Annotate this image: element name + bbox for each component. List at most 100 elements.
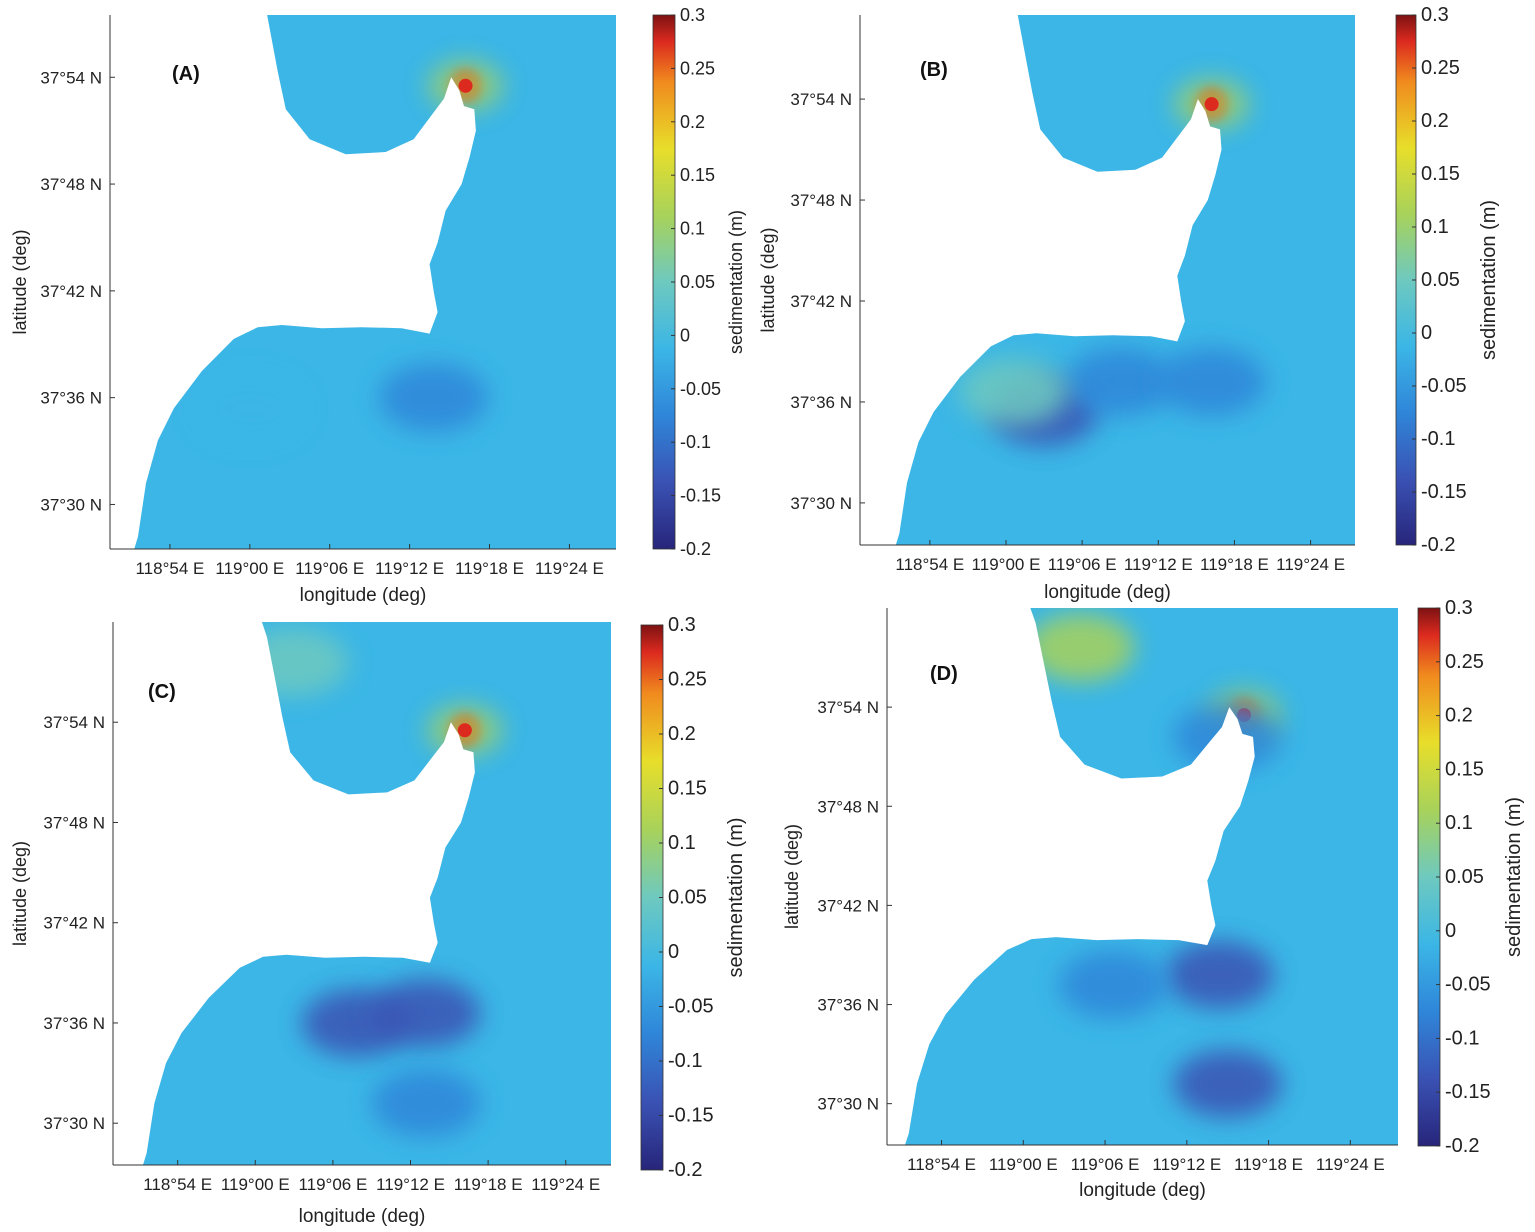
colorbar-tick-label: 0.25 [1445,651,1484,673]
sedimentation-anomaly-4 [1173,1049,1283,1118]
y-tick-label: 37°30 N [40,495,102,514]
y-tick-label: 37°36 N [40,389,102,408]
sedimentation-anomaly-3 [195,374,305,443]
colorbar-tick-label: 0.1 [1445,812,1473,834]
panel-label: (C) [148,681,176,703]
colorbar-tick-label: -0.1 [668,1050,702,1072]
colorbar-tick-label: 0.1 [680,219,705,239]
panel-a: 118°54 E 119°00 E 119°06 E 119°12 E 119°18 E… [10,5,746,606]
y-tick-label: 37°36 N [790,393,852,412]
x-tick-label: 118°54 E [895,555,964,574]
x-tick-label: 119°24 E [1316,1155,1385,1174]
colorbar-tick-label: 0.15 [1421,163,1460,185]
x-tick-label: 119°24 E [535,559,604,578]
colorbar-tick-label: 0 [668,941,679,963]
sedimentation-anomaly-6 [1026,613,1135,682]
colorbar-tick-label: 0.3 [668,614,696,636]
y-tick-label: 37°30 N [817,1095,879,1114]
x-tick-label: 119°12 E [1152,1155,1221,1174]
colorbar-tick-label: 0.2 [668,723,696,745]
land-mask [113,622,475,1165]
colorbar-tick-label: -0.15 [1421,481,1467,503]
map-area [113,622,611,1165]
colorbar-tick-label: 0.25 [668,669,707,691]
sedimentation-anomaly-2 [379,363,488,432]
colorbar-tick-label: 0.05 [680,272,715,292]
x-tick-label: 119°18 E [455,559,524,578]
colorbar-tick-label: -0.05 [1421,375,1467,397]
colorbar-tick-label: 0.1 [1421,216,1449,238]
colorbar-tick-label: -0.05 [668,996,714,1018]
colorbar-tick-label: -0.05 [680,379,721,399]
colorbar-tick-label: 0.15 [668,778,707,800]
colorbar-tick-label: -0.2 [1421,534,1455,556]
deposition-peak [457,723,472,738]
sedimentation-anomaly-4 [1157,347,1267,416]
y-axis-title: latitude (deg) [10,229,30,334]
colorbar-tick-label: 0.1 [668,832,696,854]
x-tick-label: 119°00 E [221,1175,290,1194]
land-mask [110,15,476,549]
x-tick-label: 119°00 E [215,559,284,578]
land-mask [887,608,1255,1145]
x-tick-label: 119°06 E [295,559,364,578]
y-tick-label: 37°42 N [817,896,879,915]
x-tick-label: 119°12 E [1124,555,1193,574]
map-area [110,15,616,549]
colorbar: 0.3 0.25 0.2 0.15 0.1 0.05 0 -0.05 -0.1 -0.15 -0.2… [1395,4,1500,556]
x-axis-title: longitude (deg) [300,585,427,606]
x-tick-label: 119°18 E [1234,1155,1303,1174]
colorbar-tick-label: -0.2 [668,1159,702,1181]
colorbar-tick-label: 0.3 [1445,597,1473,619]
x-tick-label: 119°12 E [375,559,444,578]
y-tick-label: 37°54 N [40,68,102,87]
colorbar: 0.3 0.25 0.2 0.15 0.1 0.05 0 -0.05 -0.1 -0.15 -0.2… [652,5,746,559]
x-tick-label: 119°18 E [454,1175,523,1194]
colorbar-tick-label: -0.1 [1445,1027,1479,1049]
y-tick-label: 37°42 N [43,914,105,933]
colorbar-title: sedimentation (m) [1503,797,1525,957]
x-tick-label: 119°18 E [1200,555,1269,574]
y-tick-label: 37°48 N [817,797,879,816]
x-tick-label: 119°12 E [376,1175,445,1194]
colorbar-tick-label: 0 [680,325,690,345]
deposition-peak [1204,97,1219,112]
y-axis-title: latitude (deg) [10,841,30,946]
colorbar-tick-label: 0.05 [1421,269,1460,291]
x-tick-label: 119°24 E [531,1175,600,1194]
land-mask [860,15,1222,545]
x-tick-label: 118°54 E [907,1155,976,1174]
colorbar-tick-label: 0.05 [668,887,707,909]
y-tick-label: 37°36 N [817,996,879,1015]
y-tick-label: 37°42 N [790,292,852,311]
sedimentation-anomaly-2 [1165,940,1274,1009]
x-tick-label: 119°06 E [298,1175,367,1194]
x-tick-label: 119°00 E [989,1155,1058,1174]
y-tick-label: 37°42 N [40,282,102,301]
colorbar-title: sedimentation (m) [725,817,747,977]
x-axis-title: longitude (deg) [299,1206,426,1227]
sedimentation-anomaly-3 [1065,347,1175,416]
panel-label: (A) [172,63,200,85]
y-tick-label: 37°30 N [790,494,852,513]
colorbar-tick-label: 0.15 [1445,758,1484,780]
colorbar-tick-label: 0.05 [1445,866,1484,888]
y-tick-label: 37°48 N [40,175,102,194]
colorbar: 0.3 0.25 0.2 0.15 0.1 0.05 0 -0.05 -0.1 -0.15 -0.2… [1417,597,1525,1157]
y-tick-label: 37°54 N [43,713,105,732]
colorbar-tick-label: 0.25 [680,58,715,78]
sedimentation-anomaly-3 [1058,950,1168,1019]
colorbar-tick-label: 0.3 [1421,4,1449,26]
x-tick-label: 119°06 E [1071,1155,1140,1174]
x-tick-label: 119°06 E [1048,555,1117,574]
y-tick-label: 37°54 N [790,90,852,109]
x-axis-title: longitude (deg) [1079,1180,1206,1201]
colorbar-tick-label: 0.15 [680,165,715,185]
y-axis-title: latitude (deg) [782,824,802,929]
colorbar-tick-label: 0.3 [680,5,705,25]
y-axis-title: latitude (deg) [758,227,778,332]
colorbar-tick-label: -0.1 [1421,428,1455,450]
deposition-peak [458,78,473,93]
map-area [860,15,1355,545]
